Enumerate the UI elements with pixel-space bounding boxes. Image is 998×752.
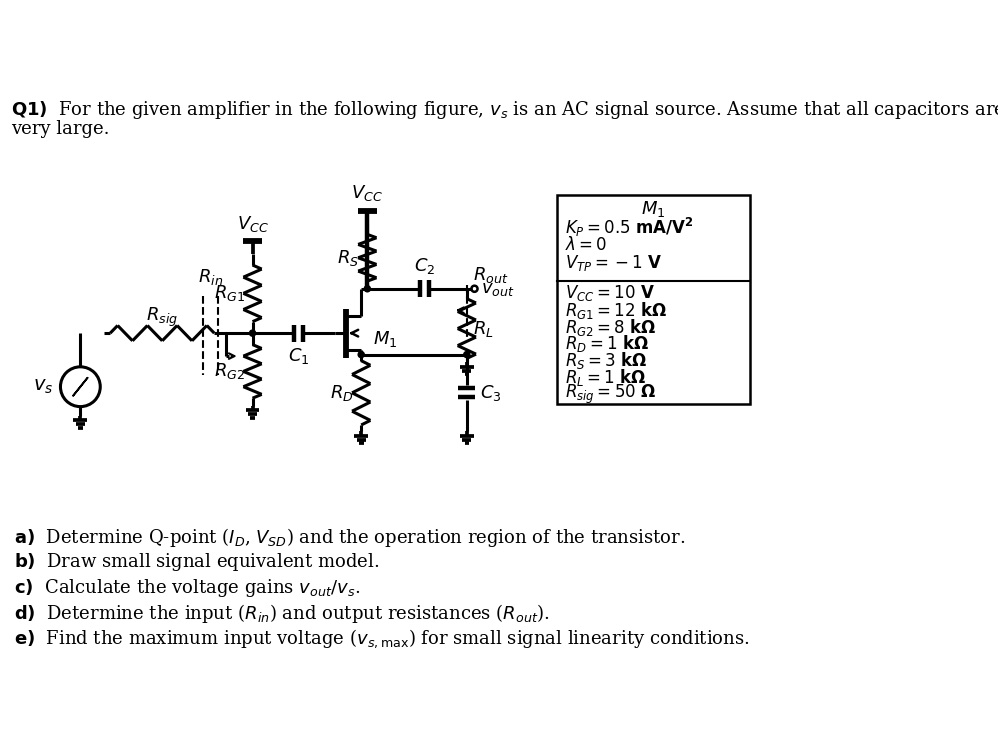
Text: $v_s$: $v_s$ <box>33 378 54 396</box>
Circle shape <box>464 351 470 358</box>
Text: $\mathbf{e)}$  Find the maximum input voltage ($v_{s,\mathrm{max}}$) for small s: $\mathbf{e)}$ Find the maximum input vol… <box>14 627 749 650</box>
Text: $\mathbf{b)}$  Draw small signal equivalent model.: $\mathbf{b)}$ Draw small signal equivale… <box>14 551 379 573</box>
Text: $M_1$: $M_1$ <box>642 199 666 219</box>
Text: $R_D = 1\ \mathbf{k}\boldsymbol{\Omega}$: $R_D = 1\ \mathbf{k}\boldsymbol{\Omega}$ <box>565 333 649 354</box>
Text: $R_D$: $R_D$ <box>330 383 354 403</box>
Circle shape <box>364 286 370 292</box>
Text: $V_{TP} = -1\ \mathbf{V}$: $V_{TP} = -1\ \mathbf{V}$ <box>565 253 663 273</box>
Text: $R_L = 1\ \mathbf{k}\boldsymbol{\Omega}$: $R_L = 1\ \mathbf{k}\boldsymbol{\Omega}$ <box>565 367 647 388</box>
Text: $K_P = 0.5\ \mathbf{mA/V^2}$: $K_P = 0.5\ \mathbf{mA/V^2}$ <box>565 216 694 239</box>
Text: $C_3$: $C_3$ <box>480 383 501 403</box>
Circle shape <box>358 351 364 358</box>
Text: $R_{G1}$: $R_{G1}$ <box>214 284 246 303</box>
Text: $C_2$: $C_2$ <box>414 256 435 276</box>
Text: $\lambda = 0$: $\lambda = 0$ <box>565 236 607 254</box>
Text: $R_S$: $R_S$ <box>337 247 359 268</box>
Text: $V_{CC}$: $V_{CC}$ <box>351 183 383 203</box>
Text: $R_{sig}$: $R_{sig}$ <box>146 306 179 329</box>
FancyBboxPatch shape <box>557 196 749 404</box>
Text: $R_{G2}$: $R_{G2}$ <box>215 362 246 381</box>
Text: very large.: very large. <box>11 120 109 138</box>
Text: $v_{out}$: $v_{out}$ <box>481 280 515 298</box>
Circle shape <box>250 330 255 336</box>
Text: $R_{G2} = 8\ \mathbf{k}\boldsymbol{\Omega}$: $R_{G2} = 8\ \mathbf{k}\boldsymbol{\Omeg… <box>565 317 657 338</box>
Text: $C_1$: $C_1$ <box>287 346 309 366</box>
Text: $R_L$: $R_L$ <box>473 319 494 338</box>
Text: $R_S = 3\ \mathbf{k}\boldsymbol{\Omega}$: $R_S = 3\ \mathbf{k}\boldsymbol{\Omega}$ <box>565 350 648 371</box>
Text: $R_{G1} = 12\ \mathbf{k}\boldsymbol{\Omega}$: $R_{G1} = 12\ \mathbf{k}\boldsymbol{\Ome… <box>565 300 667 320</box>
Text: $\mathbf{Q1)}$  For the given amplifier in the following figure, $v_s$ is an AC : $\mathbf{Q1)}$ For the given amplifier i… <box>11 99 998 121</box>
Text: $M_1$: $M_1$ <box>373 329 398 349</box>
Text: $\mathbf{c)}$  Calculate the voltage gains $v_{out}/v_s$.: $\mathbf{c)}$ Calculate the voltage gain… <box>14 577 360 599</box>
Text: $\mathbf{a)}$  Determine Q-point ($I_D$, $V_{SD}$) and the operation region of t: $\mathbf{a)}$ Determine Q-point ($I_D$, … <box>14 526 686 549</box>
Text: $R_{out}$: $R_{out}$ <box>473 265 509 285</box>
Text: $V_{CC} = 10\ \mathbf{V}$: $V_{CC} = 10\ \mathbf{V}$ <box>565 284 655 303</box>
Text: $\mathbf{d)}$  Determine the input ($R_{in}$) and output resistances ($R_{out}$): $\mathbf{d)}$ Determine the input ($R_{i… <box>14 602 550 625</box>
Text: $R_{sig} = 50\ \boldsymbol{\Omega}$: $R_{sig} = 50\ \boldsymbol{\Omega}$ <box>565 383 657 406</box>
Text: $R_{in}$: $R_{in}$ <box>198 267 223 287</box>
Text: $V_{CC}$: $V_{CC}$ <box>237 214 268 234</box>
